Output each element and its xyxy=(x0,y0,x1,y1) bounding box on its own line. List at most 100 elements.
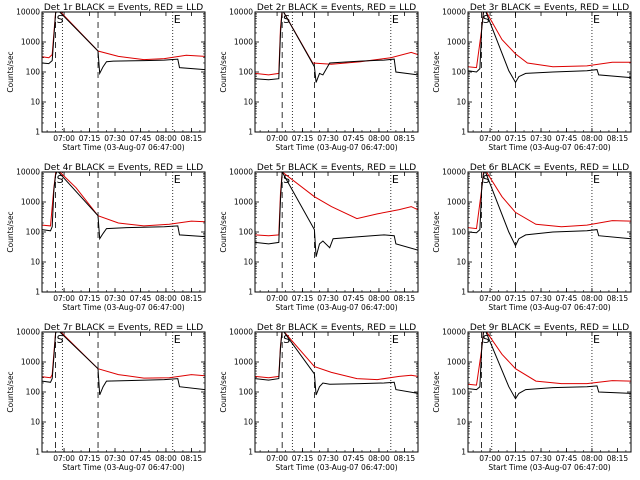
x-tick-label: 07:45 xyxy=(130,294,152,303)
y-tick-label: 100 xyxy=(239,68,254,77)
detector-panel: Det 9r BLACK = Events, RED = LLD 1 10 100 10… xyxy=(426,320,639,480)
time-marker-label: S xyxy=(57,333,64,346)
plot-frame xyxy=(467,331,632,453)
y-tick-label: 10 xyxy=(243,258,253,267)
y-tick-label: 1000 xyxy=(447,38,466,47)
x-tick-label: 07:30 xyxy=(530,454,552,463)
panel-title: Det 4r BLACK = Events, RED = LLD xyxy=(44,163,203,173)
y-tick-label: 1000 xyxy=(234,358,253,367)
x-tick-label: 08:00 xyxy=(581,294,603,303)
time-marker-label: E xyxy=(174,173,181,186)
x-tick-label: 08:00 xyxy=(155,454,177,463)
time-marker-label: S xyxy=(483,173,490,186)
chart-svg: Det 8r BLACK = Events, RED = LLD 1 10 100 10… xyxy=(219,323,419,472)
x-tick-label: 08:00 xyxy=(155,134,177,143)
y-tick-label: 100 xyxy=(239,228,254,237)
chart-svg: Det 5r BLACK = Events, RED = LLD 1 10 100 10… xyxy=(219,163,419,312)
y-axis-label: Counts/sec xyxy=(6,211,15,252)
x-tick-label: 07:15 xyxy=(292,134,314,143)
y-tick-label: 1 xyxy=(248,448,253,457)
y-axis-label: Counts/sec xyxy=(6,51,15,92)
panel-title: Det 1r BLACK = Events, RED = LLD xyxy=(44,3,203,13)
detector-panel: Det 7r BLACK = Events, RED = LLD 1 10 100 10… xyxy=(0,320,213,480)
y-tick-label: 10 xyxy=(243,98,253,107)
panel-title: Det 8r BLACK = Events, RED = LLD xyxy=(257,323,416,333)
events-series-line xyxy=(468,332,631,400)
x-tick-label: 07:45 xyxy=(556,294,578,303)
chart-svg: Det 1r BLACK = Events, RED = LLD 1 10 100 10… xyxy=(6,3,206,152)
y-axis-label: Counts/sec xyxy=(219,51,228,92)
x-axis-label: Start Time (03-Aug-07 06:47:00) xyxy=(275,303,397,312)
y-tick-label: 100 xyxy=(452,228,467,237)
plot-frame xyxy=(41,331,206,453)
y-tick-label: 10000 xyxy=(229,168,253,177)
y-tick-label: 1000 xyxy=(447,358,466,367)
x-tick-label: 08:15 xyxy=(394,134,416,143)
detector-panel: Det 2r BLACK = Events, RED = LLD 1 10 100 10… xyxy=(213,0,426,160)
x-tick-label: 07:30 xyxy=(317,134,339,143)
x-tick-label: 07:15 xyxy=(79,294,101,303)
events-series-line xyxy=(468,12,631,84)
panel-title: Det 9r BLACK = Events, RED = LLD xyxy=(470,323,629,333)
y-tick-label: 10 xyxy=(30,418,40,427)
x-axis-label: Start Time (03-Aug-07 06:47:00) xyxy=(275,463,397,472)
detector-panel: Det 3r BLACK = Events, RED = LLD 1 10 100 10… xyxy=(426,0,639,160)
y-tick-label: 10000 xyxy=(16,168,40,177)
chart-svg: Det 3r BLACK = Events, RED = LLD 1 10 100 10… xyxy=(432,3,632,152)
y-tick-label: 100 xyxy=(26,68,41,77)
y-tick-label: 10 xyxy=(456,418,466,427)
y-tick-label: 100 xyxy=(452,388,467,397)
y-tick-label: 1000 xyxy=(21,358,40,367)
x-tick-label: 07:30 xyxy=(104,454,126,463)
x-tick-label: 07:00 xyxy=(479,454,501,463)
x-axis-label: Start Time (03-Aug-07 06:47:00) xyxy=(275,143,397,152)
y-tick-label: 10000 xyxy=(442,168,466,177)
y-tick-label: 1000 xyxy=(21,198,40,207)
x-tick-label: 08:00 xyxy=(581,454,603,463)
x-tick-label: 07:45 xyxy=(556,454,578,463)
y-axis-label: Counts/sec xyxy=(432,211,441,252)
y-tick-label: 1 xyxy=(35,128,40,137)
detector-panel: Det 4r BLACK = Events, RED = LLD 1 10 100 10… xyxy=(0,160,213,320)
time-marker-label: S xyxy=(483,333,490,346)
y-axis-label: Counts/sec xyxy=(6,371,15,412)
time-marker-label: E xyxy=(174,333,181,346)
x-tick-label: 07:45 xyxy=(343,454,365,463)
x-tick-label: 07:45 xyxy=(556,134,578,143)
lld-series-line xyxy=(255,172,418,237)
x-tick-label: 07:30 xyxy=(530,134,552,143)
x-tick-label: 08:00 xyxy=(368,294,390,303)
y-axis-label: Counts/sec xyxy=(432,51,441,92)
y-tick-label: 10000 xyxy=(229,8,253,17)
events-series-line xyxy=(468,172,631,247)
chart-svg: Det 9r BLACK = Events, RED = LLD 1 10 100 10… xyxy=(432,323,632,472)
time-marker-label: S xyxy=(283,13,290,26)
detector-panel: Det 6r BLACK = Events, RED = LLD 1 10 100 10… xyxy=(426,160,639,320)
x-axis-label: Start Time (03-Aug-07 06:47:00) xyxy=(62,303,184,312)
panel-title: Det 2r BLACK = Events, RED = LLD xyxy=(257,3,416,13)
x-tick-label: 07:00 xyxy=(266,454,288,463)
plot-frame xyxy=(254,171,419,293)
plot-frame xyxy=(467,11,632,133)
detector-panel: Det 1r BLACK = Events, RED = LLD 1 10 100 10… xyxy=(0,0,213,160)
y-tick-label: 10 xyxy=(456,258,466,267)
x-tick-label: 07:45 xyxy=(130,134,152,143)
events-series-line xyxy=(42,332,205,396)
x-tick-label: 07:30 xyxy=(317,454,339,463)
y-tick-label: 100 xyxy=(452,68,467,77)
events-series-line xyxy=(42,172,205,241)
y-tick-label: 10000 xyxy=(16,8,40,17)
x-tick-label: 07:00 xyxy=(479,294,501,303)
time-marker-label: E xyxy=(174,13,181,26)
plot-frame xyxy=(41,171,206,293)
events-series-line xyxy=(255,332,418,396)
x-tick-label: 08:15 xyxy=(181,454,203,463)
y-tick-label: 10000 xyxy=(442,8,466,17)
y-tick-label: 1 xyxy=(461,448,466,457)
y-tick-label: 1 xyxy=(35,448,40,457)
time-marker-label: S xyxy=(483,13,490,26)
y-axis-label: Counts/sec xyxy=(432,371,441,412)
plot-frame xyxy=(254,11,419,133)
panel-title: Det 6r BLACK = Events, RED = LLD xyxy=(470,163,629,173)
chart-svg: Det 6r BLACK = Events, RED = LLD 1 10 100 10… xyxy=(432,163,632,312)
